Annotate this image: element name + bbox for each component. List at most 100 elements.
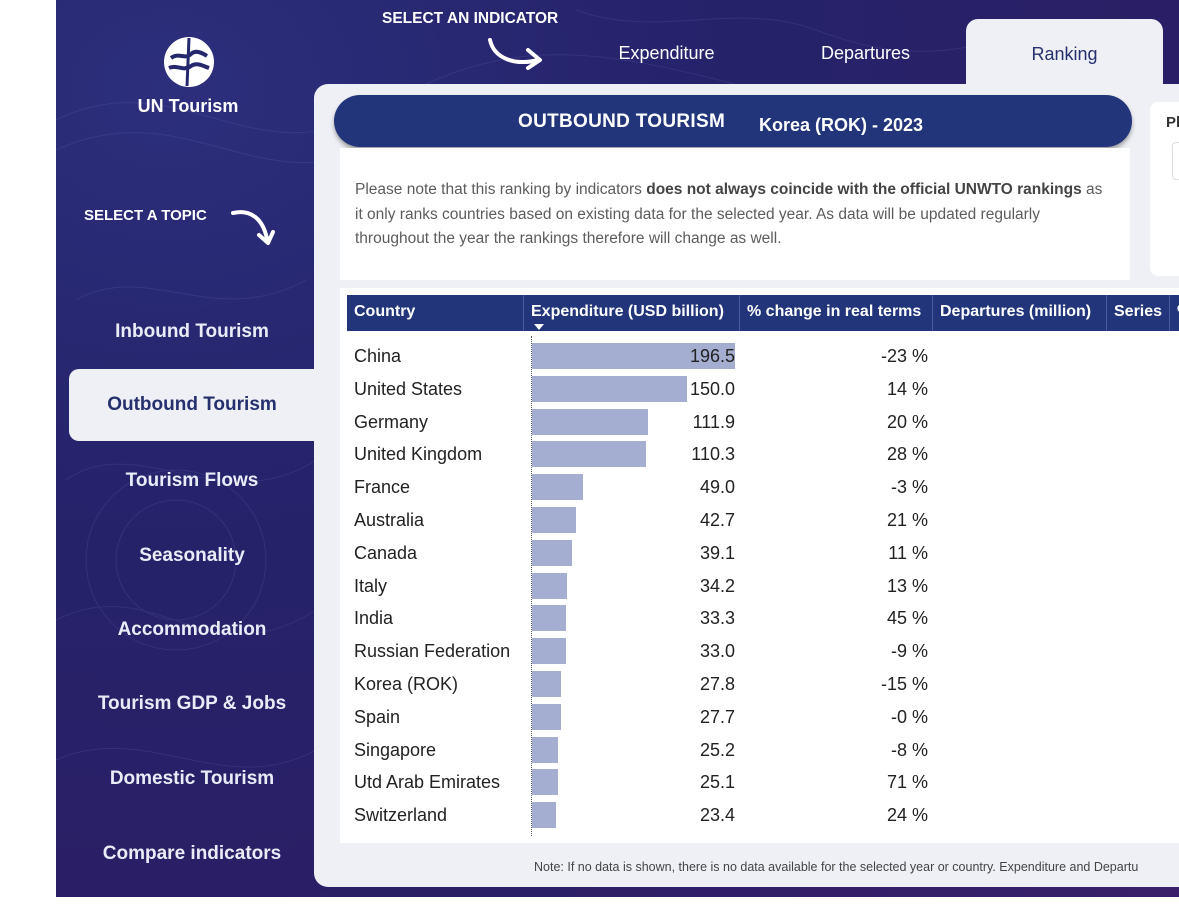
country-cell: Russian Federation [354,641,511,662]
nav-tourism-flows[interactable]: Tourism Flows [125,470,259,491]
nav-compare-indicators[interactable]: Compare indicators [102,843,282,864]
tab-expenditure[interactable]: Expenditure [618,43,715,63]
un-tourism-logo [164,37,214,87]
country-cell: United States [354,378,463,399]
col-departures[interactable]: Departures (million) [933,295,1107,331]
country-cell: Korea (ROK) [354,674,459,694]
table-row[interactable]: United States 150.0 14 % [340,373,1179,406]
sort-desc-icon [534,324,544,330]
app-window: UN Tourism SELECT A TOPIC Inbound Touris… [56,0,1179,897]
country-cell: Germany [354,411,429,432]
pct-change-value: -8 % [890,739,928,760]
expenditure-bar [532,408,648,435]
table-row[interactable]: Singapore 25.2 -8 % [340,734,1179,767]
note-part-1: Please note that this ranking by indicat… [355,181,647,198]
page-title: OUTBOUND TOURISM [518,111,726,132]
nav-domestic-tourism[interactable]: Domestic Tourism [109,768,275,789]
country-cell: France [354,477,411,498]
pct-change-value: 28 % [886,444,928,465]
filter-card: Pl [1150,102,1179,276]
tab-departures[interactable]: Departures [820,43,911,63]
nav-inbound-tourism[interactable]: Inbound Tourism [115,321,269,342]
expenditure-bar [532,802,557,829]
expenditure-value: 33.3 [699,608,735,629]
expenditure-value: 49.0 [699,477,735,498]
filter-dropdown[interactable] [1172,142,1179,180]
country-cell: United Kingdom [354,444,483,465]
table-row[interactable]: Russian Federation 33.0 -9 % [340,635,1179,668]
note-part-2: as it only ranks countries based on exis… [355,181,1103,247]
pct-change-value: -9 % [890,641,928,662]
select-indicator-label: SELECT AN INDICATOR [382,10,559,27]
col-expenditure-label: Expenditure (USD billion) [531,303,724,320]
page-banner: OUTBOUND TOURISM Korea (ROK) - 2023 [334,95,1132,147]
curved-arrow-right-icon [488,38,542,70]
pct-change-value: 71 % [886,772,928,793]
ranking-note-card: Please note that this ranking by indicat… [340,148,1130,280]
expenditure-value: 150.0 [689,378,735,399]
table-row[interactable]: China 196.5 -23 % [340,340,1179,373]
expenditure-bar [532,474,583,501]
pct-change-value: 21 % [886,510,928,530]
nav-seasonality[interactable]: Seasonality [139,545,245,566]
table-row[interactable]: Canada 39.1 11 % [340,537,1179,570]
table-row[interactable]: Utd Arab Emirates 25.1 71 % [340,766,1179,799]
col-pct-change[interactable]: % change in real terms [740,295,933,331]
col-series[interactable]: Series [1107,295,1170,331]
pct-change-value: 13 % [886,575,928,596]
expenditure-value: 25.1 [699,772,735,793]
table-row[interactable]: Spain 27.7 -0 % [340,701,1179,734]
pct-change-value: -23 % [880,346,928,366]
expenditure-bar [532,343,735,369]
country-cell: Italy [354,575,388,596]
expenditure-value: 196.5 [689,346,735,366]
expenditure-value: 39.1 [699,542,735,563]
expenditure-value: 27.8 [699,674,735,694]
table-row[interactable]: Switzerland 23.4 24 % [340,799,1179,832]
country-cell: Utd Arab Emirates [354,772,501,793]
logo-text: UN Tourism [137,96,239,116]
table-row[interactable]: India 33.3 45 % [340,602,1179,635]
expenditure-bar [532,671,561,697]
nav-outbound-tourism[interactable]: Outbound Tourism [69,369,315,441]
curved-arrow-down-icon [231,210,275,245]
country-cell: China [354,346,402,366]
country-cell: Australia [354,510,425,530]
pct-change-value: -3 % [890,477,928,498]
tab-ranking[interactable]: Ranking [966,19,1163,84]
nav-tourism-gdp-jobs[interactable]: Tourism GDP & Jobs [97,693,287,714]
table-row[interactable]: Korea (ROK) 27.8 -15 % [340,668,1179,701]
col-country[interactable]: Country [347,295,524,331]
table-row[interactable]: United Kingdom 110.3 28 % [340,438,1179,471]
table-row[interactable]: Australia 42.7 21 % [340,504,1179,537]
country-cell: Switzerland [354,805,448,826]
country-cell: Spain [354,706,401,727]
col-pct-partial[interactable]: % [1170,295,1179,331]
pct-change-value: 45 % [886,608,928,629]
nav-accommodation[interactable]: Accommodation [117,619,267,640]
expenditure-value: 42.7 [699,510,735,530]
filter-label: Pl [1166,114,1179,131]
table-row[interactable]: Germany 111.9 20 % [340,406,1179,439]
expenditure-value: 110.3 [691,444,735,465]
table-row[interactable]: Italy 34.2 13 % [340,570,1179,603]
pct-change-value: 20 % [886,411,928,432]
expenditure-value: 27.7 [699,706,735,727]
col-expenditure[interactable]: Expenditure (USD billion) [524,295,740,331]
table-row[interactable]: France 49.0 -3 % [340,471,1179,504]
country-cell: Singapore [354,739,437,760]
expenditure-value: 111.9 [692,411,735,432]
ranking-table: Country Expenditure (USD billion) % chan… [340,288,1179,843]
pct-change-value: 24 % [886,805,928,826]
pct-change-value: 14 % [886,378,928,399]
expenditure-bar [532,638,567,665]
table-header: Country Expenditure (USD billion) % chan… [347,295,1179,331]
expenditure-bar [532,539,573,566]
pct-change-value: -0 % [890,706,928,727]
expenditure-value: 33.0 [699,641,735,662]
expenditure-bar [532,736,559,763]
expenditure-bar [532,441,646,468]
expenditure-value: 25.2 [699,739,735,760]
bar-baseline [531,336,532,836]
page-subtitle: Korea (ROK) - 2023 [759,115,924,135]
